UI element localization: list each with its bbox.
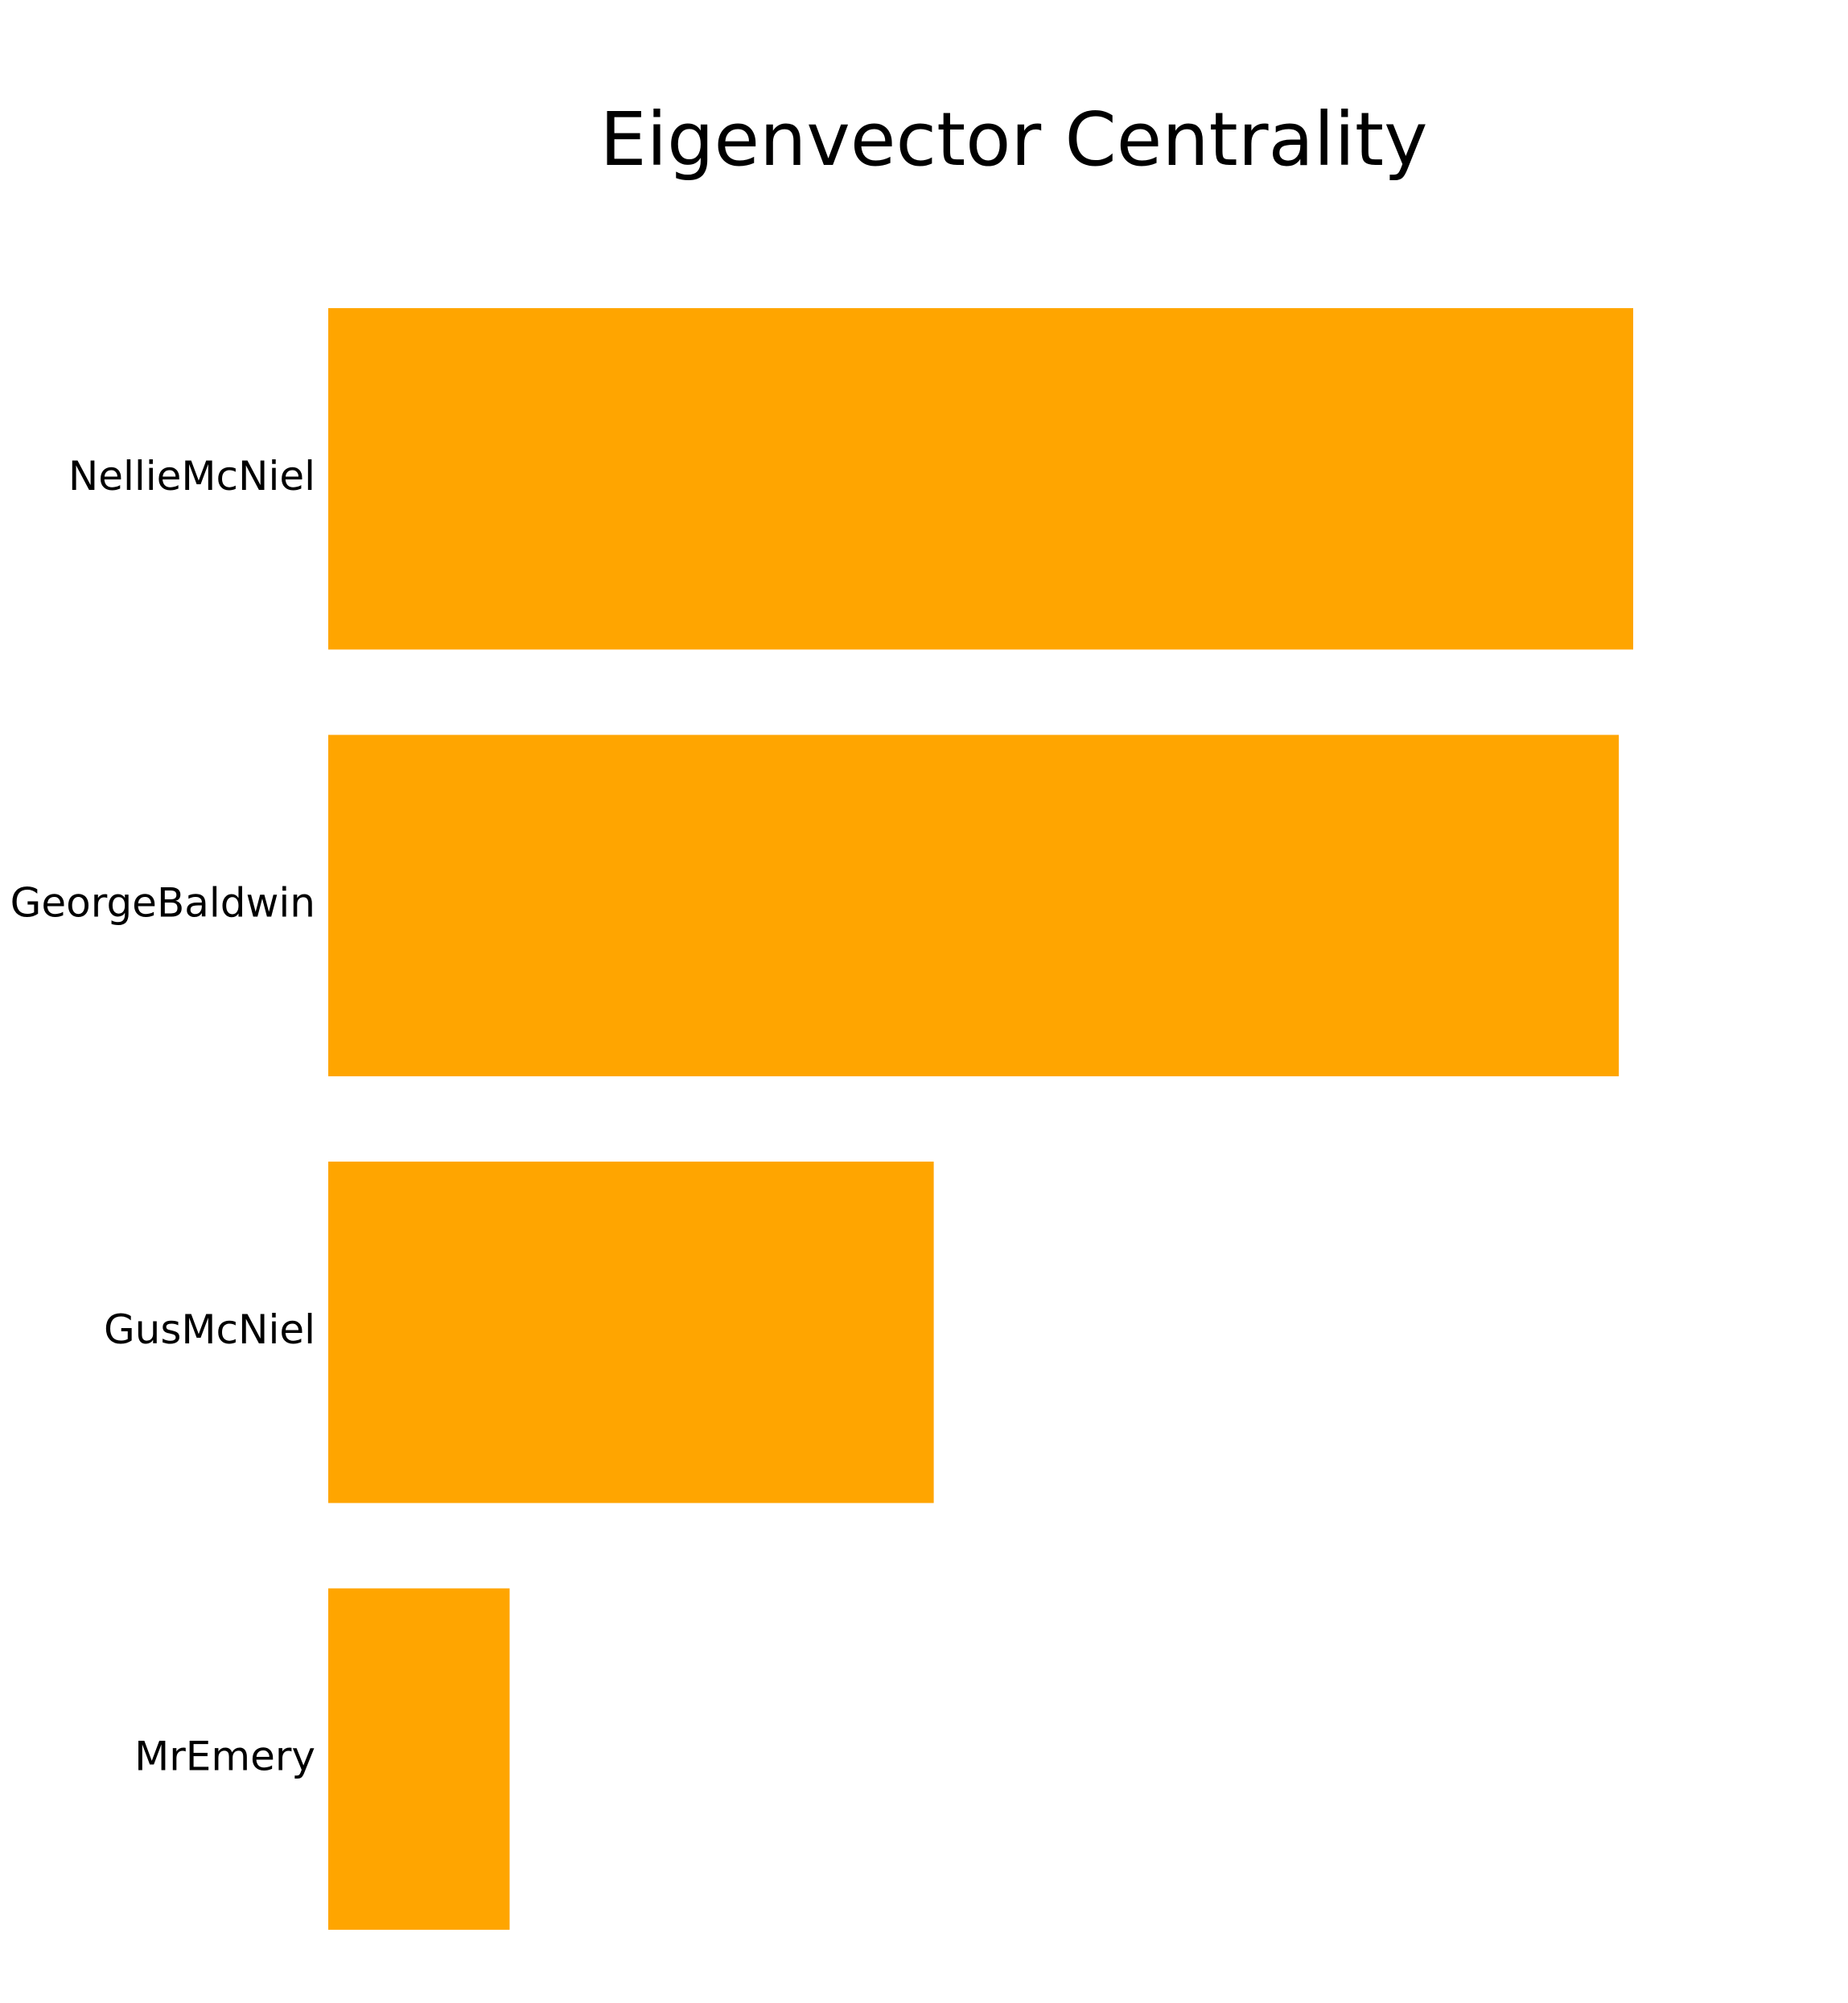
bar-GeorgeBaldwin bbox=[328, 734, 1620, 1076]
category-labels: NellieMcNiel GeorgeBaldwin GusMcNiel MrEmer… bbox=[10, 453, 315, 1780]
category-label-GusMcNiel: GusMcNiel bbox=[104, 1306, 315, 1353]
bars-layer bbox=[328, 308, 1633, 1930]
category-label-NellieMcNiel: NellieMcNiel bbox=[68, 453, 315, 500]
bar-NellieMcNiel bbox=[328, 308, 1633, 650]
chart-title: Eigenvector Centrality bbox=[599, 97, 1427, 183]
category-label-GeorgeBaldwin: GeorgeBaldwin bbox=[10, 879, 315, 926]
bar-GusMcNiel bbox=[328, 1162, 934, 1503]
category-label-MrEmery: MrEmery bbox=[134, 1733, 315, 1779]
bar-MrEmery bbox=[328, 1588, 510, 1930]
